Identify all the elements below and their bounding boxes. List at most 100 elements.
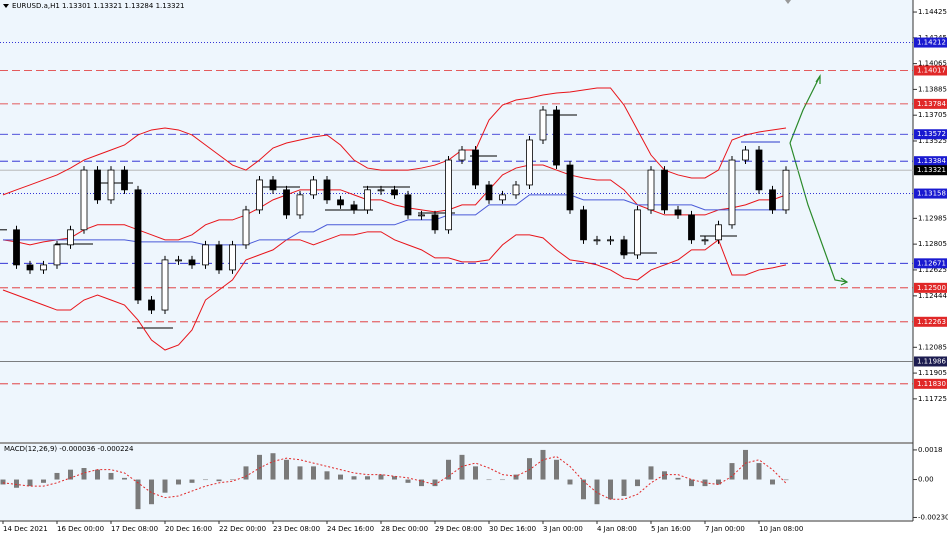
price-level-box (914, 165, 947, 176)
price-level-box (914, 98, 947, 109)
candle-body (94, 169, 101, 201)
x-tick-label: 23 Dec 08:00 (273, 525, 320, 533)
macd-bar (41, 479, 46, 483)
candle-body (40, 264, 47, 271)
price-level-label: 1.13784 (917, 100, 946, 108)
arrow-head (840, 277, 849, 286)
menu-arrow (3, 4, 9, 8)
macd-y-tick-label: 0.0018 (918, 446, 943, 454)
candle-body (296, 194, 304, 216)
macd-bar (324, 471, 330, 480)
x-tick-label: 5 Jan 16:00 (651, 525, 691, 533)
price-level-label: 1.13158 (917, 190, 946, 198)
candle-body (674, 209, 682, 216)
macd-bar (405, 479, 411, 483)
candle-body (377, 189, 385, 192)
x-tick-label: 17 Dec 08:00 (111, 525, 158, 533)
candle-body (350, 204, 358, 211)
macd-bar (216, 479, 222, 482)
price-level-box (914, 37, 947, 48)
macd-bar (149, 479, 154, 505)
price-level-label: 1.12263 (917, 318, 946, 326)
macd-bar (284, 459, 289, 480)
x-tick-label: 24 Dec 16:00 (327, 525, 374, 533)
price-level-box (914, 282, 947, 293)
y-tick-label: 1.12805 (918, 240, 947, 248)
x-tick-label: 29 Dec 08:00 (435, 525, 482, 533)
macd-bar (365, 476, 370, 480)
candle-body (337, 199, 344, 206)
macd-bar (729, 463, 735, 480)
macd-bar (108, 472, 114, 480)
y-tick-label: 1.14425 (918, 8, 947, 16)
macd-bar (675, 477, 681, 480)
candle-body (323, 179, 331, 201)
macd-bar (662, 471, 667, 480)
candle-body (728, 159, 736, 226)
y-tick-label: 1.12625 (918, 266, 947, 274)
macd-bar (500, 479, 505, 481)
chart-title: EURUSD.a,H1 1.13301 1.13321 1.13284 1.13… (12, 2, 185, 10)
candle-body (593, 239, 601, 242)
macd-bar (338, 474, 343, 480)
macd-bar (0, 479, 6, 485)
price-level-label: 1.12671 (917, 259, 946, 267)
main-panel (0, 0, 913, 442)
macd-y-tick-label: -0.002306 (918, 513, 948, 521)
macd-bar (351, 476, 357, 480)
macd-bar (608, 479, 613, 500)
candle-body (715, 224, 722, 241)
candle-body (472, 149, 479, 186)
macd-bar (716, 479, 721, 485)
indicator-line (2, 164, 787, 246)
macd-bar (162, 479, 168, 493)
candle-body (80, 169, 88, 231)
candle-body (13, 229, 20, 266)
candle-body (26, 264, 34, 271)
macd-bar (230, 479, 235, 481)
macd-bar (257, 454, 262, 480)
price-level-box (914, 188, 947, 199)
candle-body (755, 149, 763, 191)
price-level-label: 1.11986 (917, 357, 946, 365)
macd-bar (311, 466, 316, 480)
candle-body (742, 149, 749, 161)
candle-body (553, 109, 560, 166)
candle-body (580, 209, 587, 241)
candle-body (512, 184, 520, 196)
macd-bar (756, 463, 762, 480)
macd-title: MACD(12,26,9) -0.000036 -0.000224 (4, 445, 134, 453)
macd-signal (2, 455, 787, 500)
candle-body (134, 189, 142, 301)
candle-body (242, 209, 250, 246)
x-tick-label: 14 Dec 2021 (3, 525, 48, 533)
x-tick-label: 30 Dec 16:00 (489, 525, 536, 533)
price-level-box (914, 316, 947, 327)
candle-body (310, 179, 317, 196)
macd-bar (783, 479, 789, 481)
candle-body (647, 169, 655, 211)
macd-bar (68, 469, 73, 480)
candle-body (121, 169, 128, 191)
macd-bar (95, 469, 100, 480)
macd-bar (14, 479, 19, 488)
macd-bar (297, 466, 303, 480)
macd-bar (189, 479, 195, 483)
price-level-box (914, 156, 947, 167)
macd-bar (459, 454, 465, 480)
y-tick-label: 1.11905 (918, 369, 947, 377)
macd-bar (689, 479, 694, 487)
candle-body (539, 109, 547, 141)
forecast-arrows (789, 74, 849, 286)
macd-bar (540, 449, 546, 480)
candle-body (688, 214, 695, 241)
y-tick-label: 1.12085 (918, 343, 947, 351)
up-arrow (789, 75, 821, 144)
macd-bar (203, 479, 208, 481)
shift-marker (785, 0, 791, 4)
x-tick-label: 28 Dec 00:00 (381, 525, 428, 533)
x-tick-label: 3 Jan 00:00 (543, 525, 583, 533)
price-level-label: 1.13321 (917, 166, 946, 174)
macd-bar (54, 472, 60, 480)
macd-bar (648, 466, 654, 480)
